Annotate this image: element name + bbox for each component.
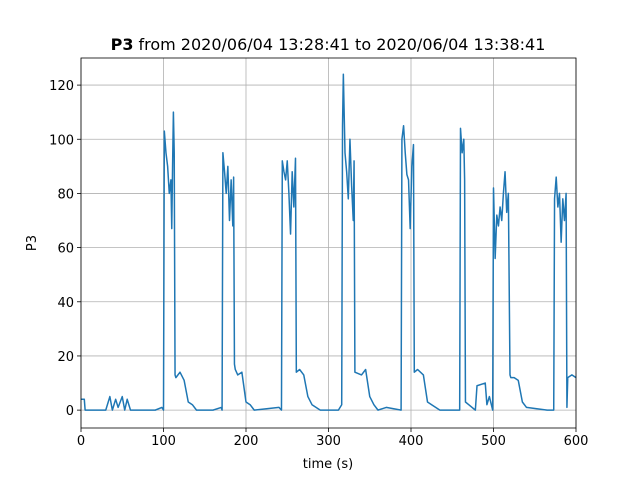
y-axis-label: P3 [25, 235, 40, 251]
data-line [81, 73, 577, 411]
y-tick-label: 80 [57, 187, 74, 202]
title-bold: P3 [111, 35, 134, 54]
y-tick-label: 0 [66, 404, 74, 419]
y-tick-label: 100 [49, 133, 74, 148]
y-tick-label: 120 [49, 79, 74, 94]
x-tick-label: 300 [316, 434, 341, 449]
x-tick-label: 600 [564, 434, 589, 449]
x-tick-label: 400 [399, 434, 424, 449]
y-tick-label: 40 [57, 296, 74, 311]
x-tick-label: 0 [77, 434, 85, 449]
x-tick-label: 200 [234, 434, 259, 449]
x-tick-label: 500 [481, 434, 506, 449]
y-tick-label: 20 [57, 350, 74, 365]
plot-frame [80, 57, 577, 429]
chart-title: P3 from 2020/06/04 13:28:41 to 2020/06/04… [111, 35, 546, 54]
y-tick-label: 60 [57, 242, 74, 257]
title-text: from 2020/06/04 13:28:41 to 2020/06/04 1… [138, 35, 545, 54]
x-axis-label: time (s) [303, 457, 353, 472]
x-tick-label: 100 [151, 434, 176, 449]
